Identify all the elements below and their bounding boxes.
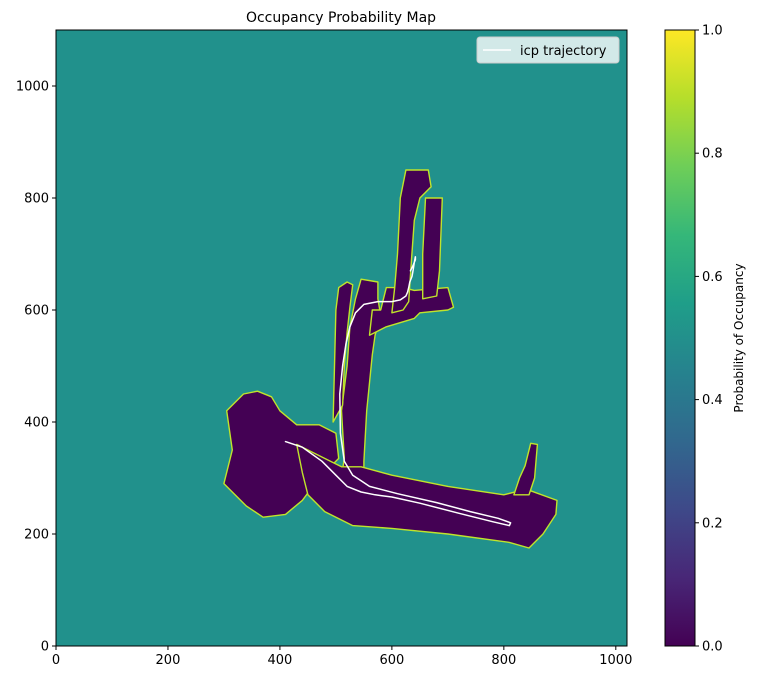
colorbar-tick-label: 0.6 [702,270,723,285]
free-space-upper-tower [391,169,432,314]
colorbar-tick-label: 0.2 [702,516,723,531]
free-space-upper-tower-side [422,197,443,300]
chart-title: Occupancy Probability Map [246,10,436,26]
colorbar-tick-label: 0.8 [702,147,723,162]
plot-frame [55,29,628,647]
free-space-left-spur [332,281,354,423]
y-tick-label: 0 [41,640,49,655]
colorbar-axis: 0.0 0.2 0.4 0.6 0.8 1.0 [695,24,723,655]
colorbar-tick-label: 1.0 [702,24,723,39]
legend-trajectory-label: icp trajectory [520,44,607,59]
y-tick-label: 800 [24,192,49,207]
free-space-regions [223,169,558,549]
free-space-right-mast [513,442,539,496]
y-tick-label: 200 [24,528,49,543]
x-tick-label: 600 [379,653,404,668]
icp-trajectory-line [284,256,512,527]
y-tick-label: 1000 [16,80,49,95]
x-axis: 0 200 400 600 800 1000 [52,646,632,668]
colorbar [664,29,696,647]
x-tick-label: 400 [268,653,293,668]
x-tick-label: 1000 [599,653,632,668]
legend-box [476,36,620,64]
colorbar-tick-label: 0.4 [702,393,723,408]
y-tick-label: 400 [24,416,49,431]
colorbar-label: Probability of Occupancy [732,263,746,412]
colorbar-tick-label: 0.0 [702,640,723,655]
legend: icp trajectory [476,36,620,64]
x-tick-label: 800 [491,653,516,668]
x-tick-label: 200 [156,653,181,668]
y-tick-label: 600 [24,304,49,319]
y-axis: 0 200 400 600 800 1000 [16,80,56,655]
trajectory-layer [284,256,512,527]
free-space-upper-block [368,286,455,336]
x-tick-label: 0 [52,653,60,668]
